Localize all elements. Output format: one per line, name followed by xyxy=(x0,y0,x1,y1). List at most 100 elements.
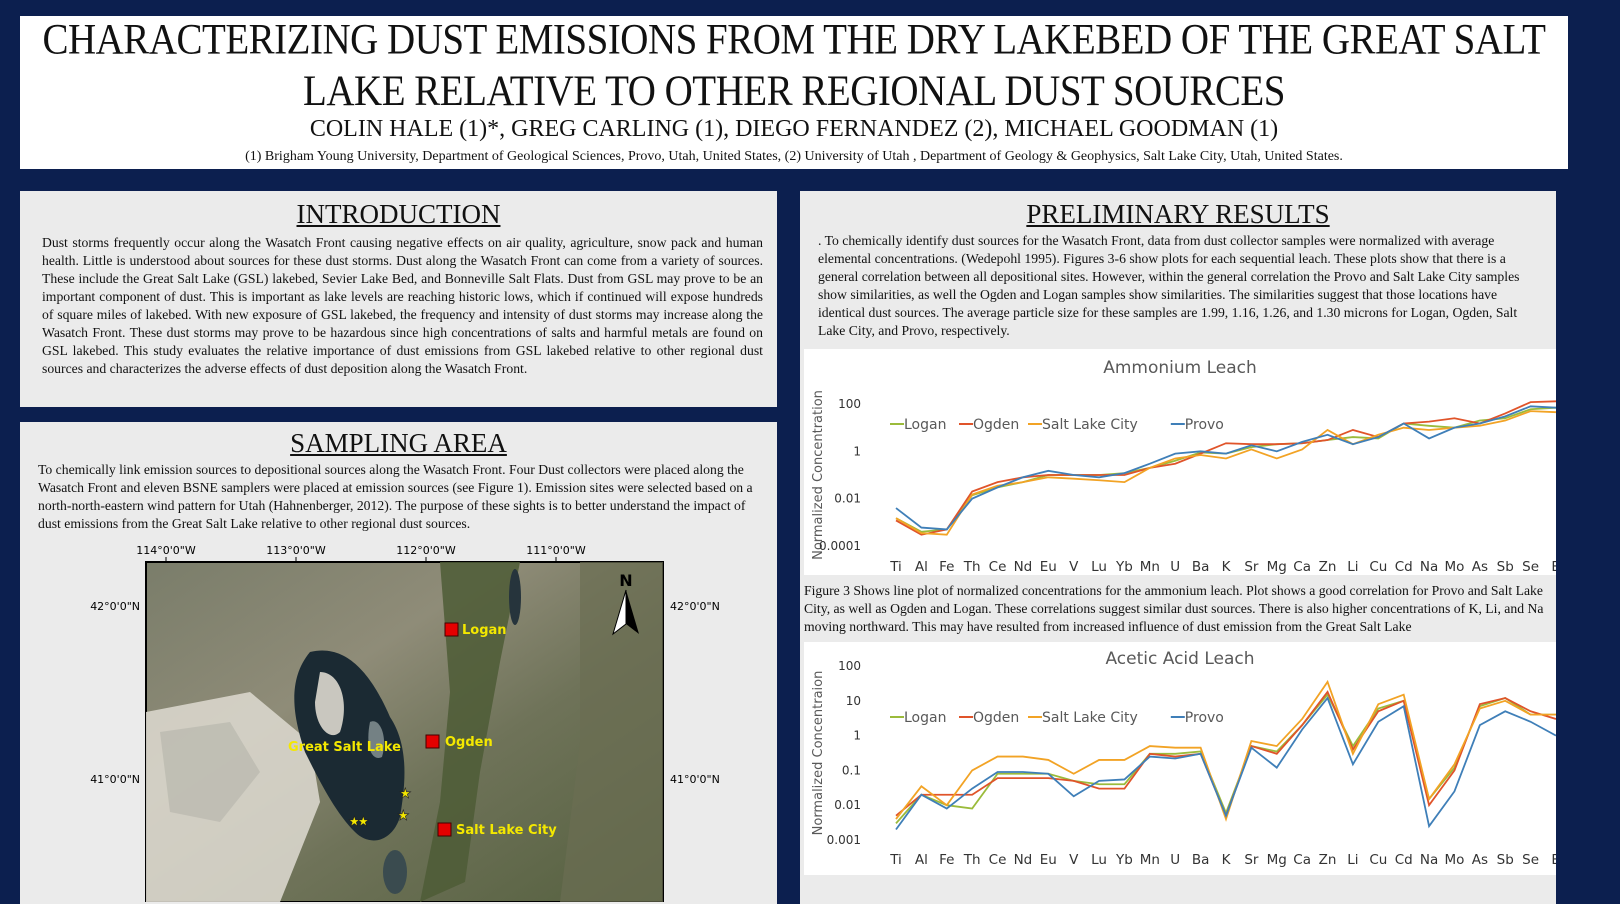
chart-title: Ammonium Leach xyxy=(1103,358,1257,378)
x-tick-label: Mn xyxy=(1140,852,1160,868)
x-tick-label: Cu xyxy=(1369,852,1387,868)
acetic-chart-box: Acetic Acid Leach Normalized Concentraion… xyxy=(804,642,1561,875)
ammonium-chart-box: Ammonium Leach Normalized Concentration 10… xyxy=(804,349,1561,575)
lon-label-111: 111°0'0"W xyxy=(526,544,586,557)
site-label-logan: Logan xyxy=(462,623,507,638)
x-tick-label: Al xyxy=(915,559,928,575)
legend-entry: Salt Lake City xyxy=(1042,417,1138,433)
title-line-1: CHARACTERIZING DUST EMISSIONS FROM THE D… xyxy=(42,15,1546,64)
x-tick-label: V xyxy=(1069,559,1079,575)
site-label-ogden: Ogden xyxy=(445,735,493,750)
x-tick-label: Yb xyxy=(1115,852,1133,868)
x-tick-label: Sr xyxy=(1244,852,1259,868)
lat-label-41-right: 41°0'0"N xyxy=(670,773,720,786)
y-axis-label: Normalized Concentraion xyxy=(811,671,826,836)
lake-label: Great Salt Lake xyxy=(288,740,401,755)
y-tick-label: 0.0001 xyxy=(819,539,861,553)
results-text: . To chemically identify dust sources fo… xyxy=(818,233,1520,338)
x-tick-label: Ce xyxy=(989,852,1007,868)
svg-text:★: ★ xyxy=(348,814,361,830)
legend-entry: Ogden xyxy=(973,710,1019,726)
x-tick-label: Na xyxy=(1420,559,1438,575)
results-heading: PRELIMINARY RESULTS xyxy=(1026,199,1330,229)
x-tick-label: B xyxy=(1551,852,1556,868)
y-tick-label: 1 xyxy=(853,444,861,458)
figure3-caption: Figure 3 Shows line plot of normalized c… xyxy=(804,583,1544,634)
site-label-slc: Salt Lake City xyxy=(456,823,557,838)
x-tick-label: Ti xyxy=(889,852,902,868)
x-tick-label: Zn xyxy=(1319,559,1337,575)
x-tick-label: V xyxy=(1069,852,1079,868)
x-tick-label: Nd xyxy=(1014,852,1033,868)
authors: COLIN HALE (1)*, GREG CARLING (1), DIEGO… xyxy=(309,116,1279,142)
x-tick-label: Na xyxy=(1420,852,1438,868)
x-tick-label: Cd xyxy=(1395,559,1413,575)
x-tick-label: Se xyxy=(1522,559,1539,575)
svg-text:★: ★ xyxy=(399,786,412,802)
legend-entry: Provo xyxy=(1185,710,1224,726)
legend-entry: Provo xyxy=(1185,417,1224,433)
x-tick-label: K xyxy=(1222,852,1232,868)
x-tick-label: K xyxy=(1222,559,1232,575)
lat-label-41-left: 41°0'0"N xyxy=(90,773,140,786)
x-tick-label: Sr xyxy=(1244,559,1259,575)
legend-entry: Salt Lake City xyxy=(1042,710,1138,726)
x-tick-label: Mo xyxy=(1445,559,1465,575)
y-tick-label: 0.01 xyxy=(834,798,861,812)
x-tick-label: Nd xyxy=(1014,559,1033,575)
sampling-text: To chemically link emission sources to d… xyxy=(38,462,753,531)
y-tick-label: 0.01 xyxy=(834,492,861,506)
legend-entry: Logan xyxy=(904,417,946,433)
bsne-sampler-markers: ★ ★ ★ ★ xyxy=(348,786,412,831)
north-label: N xyxy=(619,571,632,590)
y-tick-label: 10 xyxy=(846,694,861,708)
lon-label-112: 112°0'0"W xyxy=(396,544,456,557)
lon-label-113: 113°0'0"W xyxy=(266,544,326,557)
x-tick-label: Th xyxy=(963,559,981,575)
legend-entry: Ogden xyxy=(973,417,1019,433)
sampling-area-panel: SAMPLING AREA To chemically link emissio… xyxy=(20,422,777,904)
x-tick-label: Ba xyxy=(1192,852,1210,868)
x-tick-label: Lu xyxy=(1091,559,1107,575)
x-tick-label: Se xyxy=(1522,852,1539,868)
x-tick-label: As xyxy=(1472,559,1488,575)
x-tick-label: Cd xyxy=(1395,852,1413,868)
y-tick-label: 100 xyxy=(838,659,861,673)
svg-text:★: ★ xyxy=(397,808,410,824)
x-tick-label: As xyxy=(1472,852,1488,868)
series-line-ogden xyxy=(895,400,1557,536)
chart-title: Acetic Acid Leach xyxy=(1105,649,1254,669)
x-tick-label: Eu xyxy=(1040,852,1057,868)
x-tick-label: U xyxy=(1170,559,1180,575)
poster-header: CHARACTERIZING DUST EMISSIONS FROM THE D… xyxy=(20,16,1568,169)
series-line-logan xyxy=(895,693,1556,824)
y-axis-label: Normalized Concentration xyxy=(811,390,826,560)
x-tick-label: Sb xyxy=(1497,559,1514,575)
series-line-salt-lake-city xyxy=(895,679,1556,822)
legend-entry: Logan xyxy=(904,710,946,726)
y-tick-label: 100 xyxy=(838,397,861,411)
affiliations: (1) Brigham Young University, Department… xyxy=(245,149,1343,164)
x-tick-label: Li xyxy=(1347,852,1358,868)
series-line-provo xyxy=(895,696,1557,831)
introduction-panel: INTRODUCTION Dust storms frequently occu… xyxy=(20,191,777,407)
x-tick-label: Ca xyxy=(1293,559,1311,575)
x-tick-label: Mg xyxy=(1267,559,1287,575)
x-tick-label: Ce xyxy=(989,559,1007,575)
x-tick-label: B xyxy=(1551,559,1556,575)
x-tick-label: Mn xyxy=(1140,559,1160,575)
lat-label-42-left: 42°0'0"N xyxy=(90,600,140,613)
x-tick-label: Zn xyxy=(1319,852,1337,868)
lon-label-114: 114°0'0"W xyxy=(136,544,196,557)
x-tick-label: U xyxy=(1170,852,1180,868)
acetic-acid-leach-chart: Acetic Acid Leach Normalized Concentraion… xyxy=(811,649,1561,868)
x-tick-label: Eu xyxy=(1040,559,1057,575)
x-tick-label: Yb xyxy=(1115,559,1133,575)
site-ogden: Ogden xyxy=(425,734,493,750)
x-tick-label: Li xyxy=(1347,559,1358,575)
lat-label-42-right: 42°0'0"N xyxy=(670,600,720,613)
sampling-map: 114°0'0"W 113°0'0"W 112°0'0"W 111°0'0"W … xyxy=(90,544,720,902)
x-tick-label: Mg xyxy=(1267,852,1287,868)
wasatch-mountains xyxy=(420,562,520,902)
